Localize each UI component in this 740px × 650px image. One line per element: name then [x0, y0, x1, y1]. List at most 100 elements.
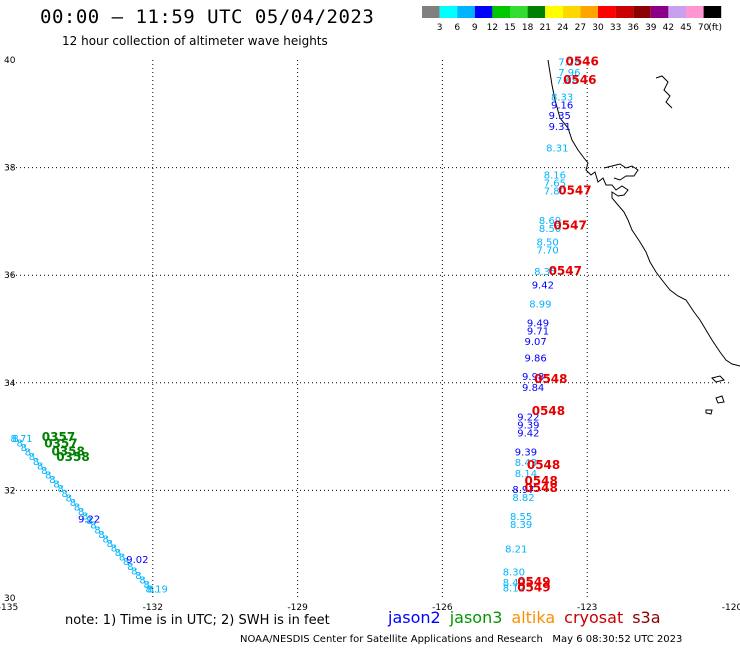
swh-value: 9.02 [126, 555, 148, 566]
swh-value: 8.50 [539, 224, 561, 235]
lon-label: -129 [287, 603, 308, 613]
swh-value: 9.39 [515, 447, 537, 458]
pass-time: 0547 [553, 218, 586, 232]
swh-value: 9.39 [517, 421, 539, 432]
colorbar-label: 27 [575, 23, 586, 33]
pass-time: 0357 [44, 436, 77, 450]
colorbar-label: 9 [472, 23, 478, 33]
track-mark: 8. [111, 544, 121, 555]
pass-time: 0546 [563, 73, 596, 87]
swh-value: 8.55 [510, 512, 532, 523]
pass-times: 0546054605470547054705480548054805480548… [42, 54, 599, 594]
swh-value: 7.80 [544, 187, 566, 198]
track-mark: 8. [66, 493, 76, 504]
colorbar-swatch [562, 6, 581, 18]
track-mark: 8. [119, 553, 129, 564]
track-mark: 8. [41, 466, 51, 477]
swh-value: 9.84 [522, 383, 544, 394]
track-mark: 8. [74, 502, 84, 513]
track-mark: 8. [98, 530, 108, 541]
page-subtitle: 12 hour collection of altimeter wave hei… [62, 34, 328, 48]
lat-label: 32 [4, 486, 15, 496]
lon-label: -135 [0, 603, 18, 613]
satellite-legend: jason2 jason3 altika cryosat s3a [388, 608, 670, 627]
track-mark: 8. [127, 562, 137, 573]
track-mark: 8. [62, 489, 72, 500]
track-mark: 8. [94, 525, 104, 536]
swh-value: 8.35 [534, 267, 556, 278]
swh-value: 9.16 [551, 100, 573, 111]
colorbar-label: 15 [504, 23, 515, 33]
colorbar-label: 24 [557, 23, 569, 33]
pass-time: 0547 [558, 184, 591, 198]
colorbar-swatch [633, 6, 651, 18]
pass-time: 0546 [565, 54, 598, 68]
legend-cryosat: cryosat [564, 608, 624, 627]
footer-credit: NOAA/NESDIS Center for Satellite Applica… [240, 634, 682, 645]
colorbar-label: 36 [627, 23, 639, 33]
track-mark: 8. [107, 539, 117, 550]
lat-label: 38 [4, 164, 16, 174]
swh-value: 8.19 [146, 585, 168, 596]
swh-value: 7.65 [544, 178, 566, 189]
swh-value: 8.16 [544, 170, 566, 181]
colorbar-label: 39 [645, 23, 657, 33]
colorbar-swatch [598, 6, 616, 18]
colorbar-swatch [422, 6, 440, 18]
pass-time: 0357 [42, 430, 75, 444]
swh-value: 9.31 [549, 122, 571, 133]
swh-value: 9.71 [527, 326, 549, 337]
map-gridlines [8, 60, 732, 598]
units-note: note: 1) Time is in UTC; 2) SWH is in fe… [65, 613, 330, 628]
track-mark: 8. [21, 443, 31, 454]
lon-label: -126 [432, 603, 453, 613]
colorbar-swatch [439, 6, 458, 18]
track-mark: 8. [17, 439, 27, 450]
pass-time: 0548 [527, 458, 560, 472]
colorbar-label: 12 [487, 23, 498, 33]
colorbar-label: 42 [663, 23, 674, 33]
swh-value: 8.50 [537, 238, 559, 249]
swh-value: 7.28 [558, 57, 580, 68]
track-mark: 8. [49, 475, 59, 486]
swh-value: 9.35 [549, 111, 571, 122]
legend-jason3: jason3 [449, 608, 503, 627]
swh-value: 8.39 [510, 520, 532, 531]
credit-text: NOAA/NESDIS Center for Satellite Applica… [240, 634, 543, 645]
coastline-bay [603, 163, 639, 181]
swh-value: 8.71 [10, 434, 32, 445]
track-mark: 8. [53, 480, 63, 491]
swh-value: 7.70 [537, 246, 559, 257]
colorbar-label: 18 [522, 23, 534, 33]
swh-value: 7.96 [558, 68, 580, 79]
swh-value: 9.98 [522, 372, 544, 383]
swh-value: 9.07 [524, 337, 546, 348]
swh-value: 8.30 [503, 567, 525, 578]
colorbar-swatch [545, 6, 563, 18]
pass-time: 0358 [56, 450, 89, 464]
colorbar-swatch [527, 6, 546, 18]
swh-value: 8.99 [529, 299, 551, 310]
track-mark: 8. [57, 484, 67, 495]
pass-time: 0548 [524, 474, 557, 488]
colorbar-label: 45 [680, 23, 691, 33]
pass-time: 0547 [549, 264, 582, 278]
swh-value: 8.42 [503, 578, 525, 589]
legend-altika: altika [511, 608, 556, 627]
track-mark: 8. [103, 534, 113, 545]
track-mark: 8. [139, 575, 149, 586]
colorbar: 3 6 9 12 15 18 21 24 27 30 33 36 39 42 45 70 (ft) [422, 6, 722, 33]
swh-value: 9.49 [527, 318, 549, 329]
page-title: 00:00 – 11:59 UTC 05/04/2023 [40, 6, 375, 28]
swh-value: 8.31 [546, 143, 568, 154]
swh-value: 8.21 [505, 544, 527, 555]
lat-label: 34 [4, 379, 16, 389]
colorbar-label: 21 [539, 23, 550, 33]
colorbar-label: 6 [454, 23, 460, 33]
lat-label: 36 [4, 271, 16, 281]
colorbar-swatch [510, 6, 528, 18]
colorbar-label: 30 [592, 23, 604, 33]
swh-value: 9.42 [532, 281, 554, 292]
lon-label: -132 [143, 603, 163, 613]
colorbar-label: 33 [610, 23, 621, 33]
